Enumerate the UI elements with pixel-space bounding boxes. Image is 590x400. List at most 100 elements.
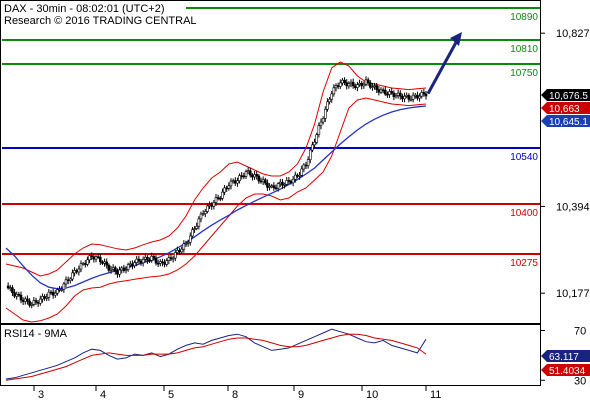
candle-body [315, 134, 319, 143]
candle-body [56, 289, 59, 294]
candle-body [349, 81, 353, 85]
candle-body [92, 256, 96, 260]
series-ma-line [5, 105, 427, 290]
series-lower-line [5, 97, 427, 323]
candle-body [107, 264, 111, 271]
candle-body [60, 289, 64, 291]
level-label-10890: 10890 [510, 12, 538, 23]
candle-body [66, 279, 70, 282]
candle-body [276, 183, 280, 189]
candle-body [49, 291, 53, 294]
rsi-tick-label: 30 [574, 375, 586, 387]
candle-body [300, 168, 304, 176]
rsi-panel-frame [0, 324, 541, 386]
candle-body [105, 261, 109, 266]
candle-body [116, 271, 119, 275]
candle-body [122, 267, 126, 271]
candle-body [304, 164, 308, 167]
candle-body [244, 171, 248, 177]
candle-body [353, 85, 357, 88]
candle-body [236, 180, 239, 184]
rsi-axis: 70 30 63.117 51.4034 [540, 325, 590, 387]
indicator-lines-layer [5, 61, 427, 323]
candle-body [409, 98, 413, 101]
candle-body [184, 243, 188, 245]
candle-body [156, 262, 160, 265]
candle-body [118, 269, 121, 275]
candle-body [199, 213, 203, 220]
candle-body [330, 93, 334, 100]
candle-body [255, 174, 259, 177]
candle-body [416, 94, 419, 99]
candle-body [206, 205, 209, 212]
price-tag-label: 10,645.1 [549, 117, 588, 128]
candle-body [257, 175, 261, 182]
candle-body [407, 95, 411, 100]
candle-body [338, 82, 342, 87]
candle-body [45, 296, 49, 299]
forecast-arrow-head [450, 32, 462, 46]
candle-body [186, 242, 190, 244]
candle-body [154, 257, 158, 264]
time-tick-label: 11 [430, 389, 441, 400]
candle-body [161, 261, 164, 264]
candle-body [392, 92, 396, 98]
candle-body [32, 300, 36, 305]
candle-body [139, 260, 143, 264]
candle-body [274, 187, 278, 190]
rsi-series-0-line [5, 328, 427, 380]
candle-body [308, 149, 312, 160]
candle-body [396, 92, 400, 96]
candle-body [201, 213, 205, 215]
candle-body [128, 263, 132, 266]
candle-body [381, 89, 385, 92]
candle-body [291, 178, 295, 184]
time-tick-label: 9 [298, 389, 304, 400]
candle-body [23, 298, 27, 302]
candle-body [272, 185, 276, 189]
candle-body [90, 255, 94, 258]
candle-body [193, 228, 196, 230]
candle-body [418, 95, 421, 99]
candle-body [413, 94, 417, 97]
candle-body [111, 267, 115, 270]
rsi-layer [5, 328, 427, 381]
candle-body [21, 299, 25, 302]
rsi-tag-bg [541, 350, 590, 362]
candle-body [313, 141, 316, 146]
candle-body [83, 263, 87, 265]
candle-body [287, 180, 291, 182]
candle-body [152, 255, 156, 259]
time-axis: 3 4 5 8 9 10 11 [33, 385, 441, 400]
candle-body [30, 304, 34, 306]
price-tick-label: 10,177 [556, 288, 590, 300]
candle-body [167, 257, 171, 261]
candle-body [53, 292, 57, 296]
candle-body [86, 259, 89, 265]
candle-body [394, 95, 398, 98]
candle-body [422, 92, 426, 95]
candle-body [405, 95, 409, 97]
candle-body [103, 261, 106, 264]
candle-body [328, 98, 331, 103]
candle-body [101, 261, 104, 264]
candle-body [298, 174, 301, 177]
candle-body [141, 259, 145, 264]
price-tags-layer: 10,676.5 10,663 10,645.1 [541, 89, 590, 128]
rsi-tag-bg [541, 364, 590, 376]
price-axis: 10,827 10,394 10,177 [540, 28, 590, 300]
candle-body [58, 289, 61, 291]
candle-body [424, 93, 428, 97]
candle-body [259, 180, 263, 183]
candle-body [13, 292, 16, 297]
candle-body [216, 197, 220, 199]
candle-body [51, 291, 55, 296]
candle-body [358, 82, 361, 85]
candle-body [411, 94, 415, 100]
candle-body [283, 184, 286, 186]
candle-body [306, 159, 310, 166]
candle-body [81, 263, 85, 265]
candle-body [246, 170, 250, 173]
